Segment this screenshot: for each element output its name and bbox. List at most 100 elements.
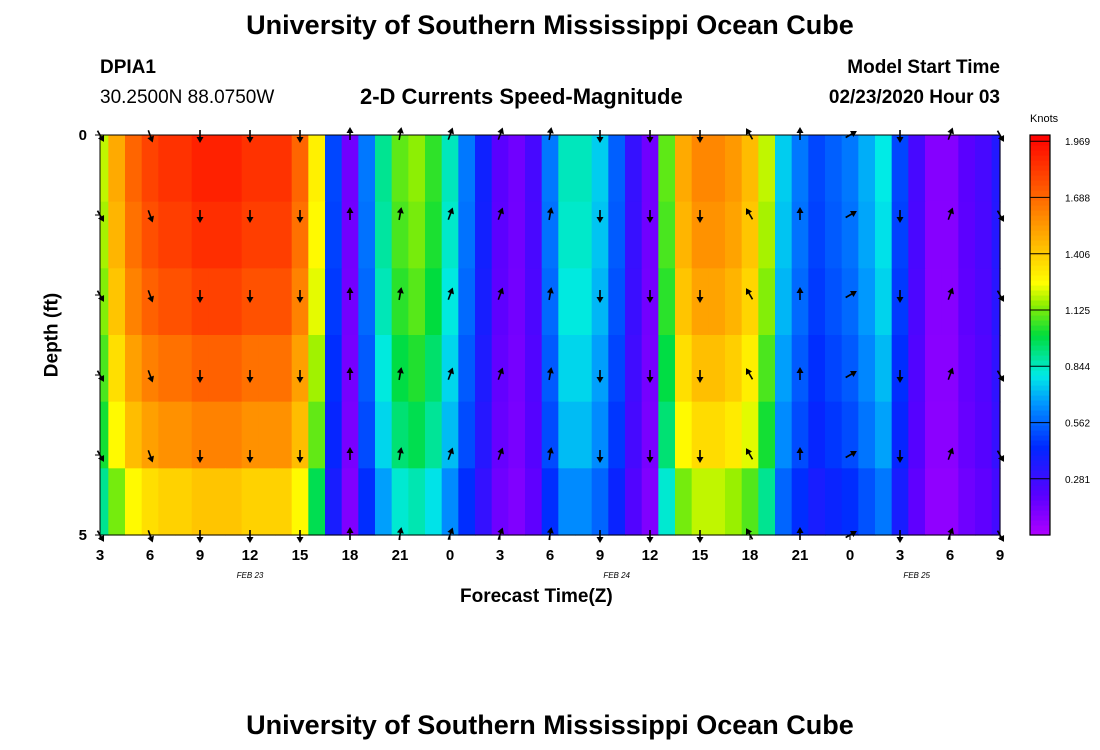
- current-vector: [646, 210, 654, 223]
- heatmap-cell: [391, 135, 409, 203]
- heatmap-cell: [925, 201, 943, 269]
- heatmap-cell: [225, 468, 243, 536]
- current-vector: [196, 290, 204, 303]
- heatmap-cell: [575, 201, 593, 269]
- page-title: University of Southern Mississippi Ocean…: [246, 10, 854, 40]
- colorbar-segment: [1030, 385, 1050, 391]
- heatmap-cell: [558, 268, 576, 336]
- heatmap-cell: [608, 335, 626, 403]
- vector-head: [896, 457, 904, 463]
- current-vector: [346, 447, 354, 460]
- colorbar-segment: [1030, 185, 1050, 191]
- vector-head: [346, 287, 354, 293]
- current-vector: [396, 447, 404, 461]
- heatmap-cell: [541, 401, 559, 469]
- vector-head: [147, 215, 154, 223]
- heatmap-cell: [575, 268, 593, 336]
- heatmap-cell: [358, 268, 376, 336]
- current-vector: [396, 127, 404, 141]
- heatmap-cell: [341, 468, 359, 536]
- current-vector: [896, 210, 904, 223]
- heatmap-cell: [675, 468, 693, 536]
- heatmap-cell: [291, 468, 309, 536]
- colorbar-segment: [1030, 290, 1050, 296]
- colorbar-segment: [1030, 295, 1050, 301]
- heatmap-cell: [391, 401, 409, 469]
- heatmap-cell: [258, 268, 276, 336]
- current-vector: [896, 370, 904, 383]
- heatmap-cell: [325, 135, 343, 203]
- heatmap-cell: [208, 201, 226, 269]
- vector-head: [696, 377, 704, 383]
- heatmap-cell: [608, 401, 626, 469]
- vector-head: [447, 207, 454, 215]
- heatmap-cell: [675, 401, 693, 469]
- heatmap-cell: [475, 135, 493, 203]
- vector-head: [745, 208, 753, 216]
- heatmap-cell: [675, 335, 693, 403]
- vector-head: [745, 448, 753, 456]
- current-vector: [447, 367, 454, 380]
- current-vector: [796, 447, 804, 460]
- x-tick-label: 3: [96, 547, 104, 564]
- heatmap-cell: [258, 135, 276, 203]
- vector-head: [796, 527, 804, 533]
- heatmap-cell: [725, 201, 743, 269]
- heatmap-cell: [558, 401, 576, 469]
- heatmap-cell: [941, 135, 959, 203]
- colorbar-segment: [1030, 375, 1050, 381]
- vector-head: [296, 137, 304, 143]
- vector-head: [997, 534, 1005, 542]
- heatmap-cell: [158, 335, 176, 403]
- heatmap-cell: [358, 335, 376, 403]
- heatmap-cell: [825, 401, 843, 469]
- heatmap-cell: [408, 135, 426, 203]
- vector-head: [896, 137, 904, 143]
- current-vector: [947, 367, 954, 380]
- heatmap-cell: [908, 401, 926, 469]
- heatmap-cell: [741, 335, 759, 403]
- current-vector: [996, 210, 1005, 222]
- heatmap-cell: [675, 201, 693, 269]
- heatmap-cell: [408, 335, 426, 403]
- vector-head: [646, 137, 654, 143]
- colorbar-segment: [1030, 360, 1050, 366]
- heatmap-cell: [191, 135, 209, 203]
- colorbar-segment: [1030, 355, 1050, 361]
- vector-head: [396, 367, 404, 374]
- colorbar-segment: [1030, 330, 1050, 336]
- heatmap-cell: [208, 335, 226, 403]
- heatmap-cell: [575, 335, 593, 403]
- current-vector: [845, 210, 857, 219]
- heatmap-cell: [175, 268, 193, 336]
- vector-head: [997, 374, 1005, 382]
- vector-head: [596, 217, 604, 223]
- x-axis-label: Forecast Time(Z): [460, 586, 613, 607]
- vector-head: [796, 287, 804, 293]
- heatmap-cell: [658, 135, 676, 203]
- colorbar-segment: [1030, 145, 1050, 151]
- colorbar-tick-label: 1.406: [1065, 250, 1090, 261]
- heatmap-cell: [225, 335, 243, 403]
- heatmap-cell: [825, 268, 843, 336]
- x-tick-label: 18: [742, 547, 759, 564]
- colorbar-segment: [1030, 475, 1050, 481]
- heatmap-cell: [658, 201, 676, 269]
- current-vector: [296, 450, 304, 463]
- heatmap-cell: [858, 468, 876, 536]
- vector-head: [196, 137, 204, 143]
- colorbar-segment: [1030, 415, 1050, 421]
- vector-head: [546, 367, 554, 374]
- heatmap-cell: [475, 335, 493, 403]
- vector-head: [296, 217, 304, 223]
- heatmap-cell: [975, 201, 993, 269]
- current-vector: [147, 210, 154, 223]
- heatmap-cell: [625, 335, 643, 403]
- current-vector: [896, 290, 904, 303]
- vector-head: [947, 527, 954, 535]
- heatmap-cell: [100, 335, 109, 403]
- colorbar-segment: [1030, 305, 1050, 311]
- current-vector: [646, 130, 654, 143]
- heatmap-cell: [475, 468, 493, 536]
